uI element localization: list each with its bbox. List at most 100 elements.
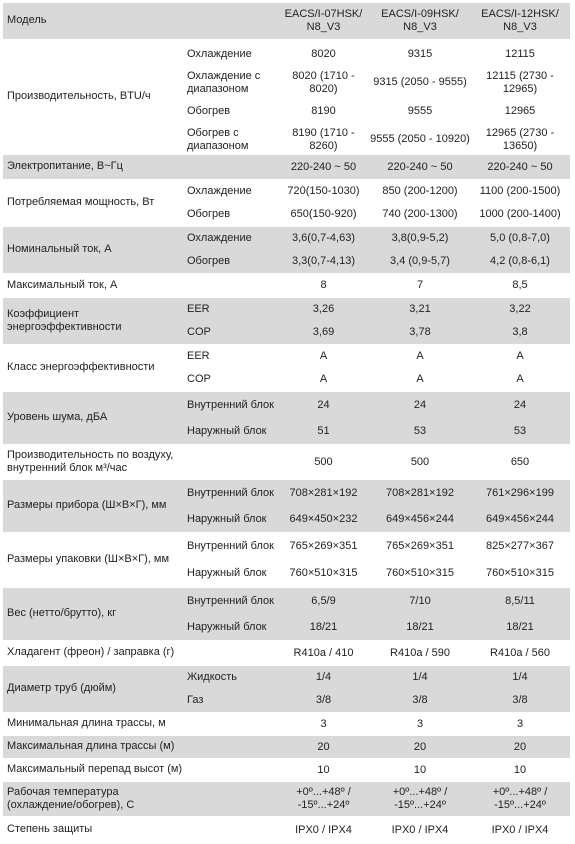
sub-label: Обогрев с диапазоном [187, 127, 249, 152]
spec-subrow: 220-240 ~ 50 220-240 ~ 50 220-240 ~ 50 [183, 155, 570, 179]
value-cell: 20 [513, 740, 527, 753]
value-cell: 53 [513, 424, 527, 437]
value-cell: 9555 (2050 - 10920) [370, 133, 470, 146]
value-cell: 1100 (200-1500) [479, 185, 561, 198]
value-cell: 3/8 [315, 694, 332, 707]
spec-group: Уровень шума, дБА Внутренний блок 24 24 24 На… [3, 392, 570, 445]
value-cell: 9315 [407, 47, 433, 60]
spec-group: Электропитание, В~Гц 220-240 ~ 50 220-240 … [3, 155, 570, 180]
spec-label: Потребляемая мощность, Вт [7, 196, 155, 209]
spec-group: Номинальный ток, А Охлаждение 3,6(0,7-4,63… [3, 227, 570, 274]
spec-subrow: Внутренний блок 24 24 24 [183, 392, 570, 418]
spec-group: Коэффициент энергоэффективности EER 3,26 3,… [3, 298, 570, 345]
sub-label: Наружный блок [187, 424, 267, 437]
spec-subrow: EER 3,26 3,21 3,22 [183, 298, 570, 321]
sub-label: Обогрев [187, 104, 231, 117]
spec-group: Степень защиты IPX0 / IPX4 IPX0 / IPX4 IPX0… [3, 817, 570, 844]
spec-label: Уровень шума, дБА [7, 411, 108, 424]
value-cell: 3,8 [512, 326, 528, 339]
sub-label: COP [187, 373, 211, 386]
spec-subrow: Газ 3/8 3/8 3/8 [183, 689, 570, 712]
spec-subrow: Обогрев 650(150-920) 740 (200-1300) 1000 (2… [183, 203, 570, 226]
spec-subrow: IPX0 / IPX4 IPX0 / IPX4 IPX0 / IPX4 [183, 817, 570, 843]
value-cell: 8 [320, 279, 327, 292]
value-cell: 220-240 ~ 50 [290, 160, 357, 173]
sub-label: Охлаждение [187, 232, 252, 245]
spec-label: Класс энергоэффективности [7, 361, 155, 374]
spec-label: Производительность по воздуху, внутренни… [7, 448, 174, 474]
value-cell: A [416, 373, 424, 386]
sub-label: Газ [187, 694, 204, 707]
sub-label: Наружный блок [187, 620, 267, 633]
value-cell: 8190 [311, 104, 336, 117]
sub-label: Охлаждение с диапазоном [187, 70, 261, 95]
value-cell: 3,21 [409, 303, 431, 316]
spec-group: Производительность, BTU/ч Охлаждение 8020 9… [3, 40, 570, 155]
model-name: EACS/I-12HSK/ N8_V3 [481, 8, 559, 33]
sub-label: Внутренний блок [187, 486, 274, 499]
value-cell: 12965 (2730 - 13650) [485, 127, 555, 152]
value-cell: 760×510×315 [386, 567, 454, 580]
spec-label: Размеры упаковки (Ш×В×Г), мм [7, 553, 170, 566]
spec-label: Производительность, BTU/ч [7, 90, 151, 103]
header-row: Модель EACS/I-07HSK/ N8_V3 EACS/I-09HSK/… [3, 3, 570, 40]
value-cell: IPX0 / IPX4 [391, 823, 449, 836]
value-cell: 3,3(0,7-4,13) [292, 255, 355, 268]
value-cell: 9315 (2050 - 9555) [373, 76, 467, 89]
value-cell: +0º...+48º / -15º...+24º [492, 786, 548, 811]
spec-subrow: Жидкость 1/4 1/4 1/4 [183, 666, 570, 689]
value-cell: 765×269×351 [289, 540, 358, 553]
value-cell: 18/21 [506, 620, 534, 633]
spec-label: Максимальный перепад высот (м) [7, 763, 183, 776]
value-cell: 8020 [311, 47, 336, 60]
spec-group: Класс энергоэффективности EER A A A COP A A A [3, 345, 570, 392]
value-cell: 850 (200-1200) [382, 185, 458, 198]
spec-subrow: Наружный блок 51 53 53 [183, 418, 570, 444]
spec-group: Размеры прибора (Ш×В×Г), мм Внутренний бл… [3, 480, 570, 533]
value-cell: 6,5/9 [311, 594, 336, 607]
value-cell: 8190 (1710 - 8260) [292, 127, 355, 152]
spec-subrow: +0º...+48º / -15º...+24º +0º...+48º / -15… [183, 782, 570, 816]
value-cell: 500 [410, 455, 430, 468]
value-cell: A [516, 350, 524, 363]
value-cell: 1000 (200-1400) [479, 208, 561, 221]
spec-subrow: Охлаждение 8020 9315 12115 [183, 40, 570, 69]
value-cell: 220-240 ~ 50 [487, 160, 553, 173]
sub-label: Обогрев [187, 255, 231, 268]
spec-subrow: Внутренний блок 708×281×192 708×281×192 761… [183, 480, 570, 506]
value-cell: 760×510×315 [486, 567, 554, 580]
value-cell: 18/21 [406, 620, 434, 633]
value-cell: +0º...+48º / -15º...+24º [392, 786, 448, 811]
spec-subrow: COP A A A [183, 368, 570, 391]
value-cell: 3,22 [509, 303, 531, 316]
spec-label: Хладагент (фреон) / заправка (г) [7, 646, 175, 659]
value-cell: 650 [510, 455, 530, 468]
value-cell: IPX0 / IPX4 [295, 823, 352, 836]
value-cell: 3,4 (0,9-5,7) [390, 255, 450, 268]
value-cell: A [319, 373, 328, 386]
value-cell: 12115 (2730 - 12965) [486, 70, 554, 95]
spec-subrow: R410a / 410 R410a / 590 R410a / 560 [183, 641, 570, 665]
value-cell: 3,26 [312, 303, 335, 316]
sub-label: Наружный блок [187, 567, 267, 580]
spec-group: Максимальный ток, А 8 7 8,5 [3, 274, 570, 298]
sub-label: Наружный блок [187, 512, 267, 525]
value-cell: 500 [314, 455, 333, 468]
spec-subrow: 500 500 650 [183, 445, 570, 479]
value-cell: 24 [513, 398, 527, 411]
spec-subrow: Обогрев с диапазоном 8190 (1710 - 8260) 95… [183, 126, 570, 155]
value-cell: 3,78 [409, 326, 431, 339]
spec-subrow: Наружный блок 760×510×315 760×510×315 760×5… [183, 560, 570, 587]
sub-label: Охлаждение [187, 47, 252, 60]
value-cell: 12115 [505, 47, 535, 60]
spec-rows: Производительность, BTU/ч Охлаждение 8020 9… [3, 40, 570, 844]
spec-subrow: Внутренний блок 765×269×351 765×269×351 825… [183, 533, 570, 560]
value-cell: 8,5/11 [505, 594, 535, 607]
spec-group: Диаметр труб (дюйм) Жидкость 1/4 1/4 1/4 Газ 3… [3, 666, 570, 713]
value-cell: 20 [317, 740, 330, 753]
spec-group: Вес (нетто/брутто), кг Внутренний блок 6,5… [3, 588, 570, 641]
sub-label: EER [187, 303, 210, 316]
spec-subrow: 3 3 3 [183, 713, 570, 735]
value-cell: 720(150-1030) [287, 185, 360, 198]
spec-label: Максимальный ток, А [7, 278, 118, 291]
